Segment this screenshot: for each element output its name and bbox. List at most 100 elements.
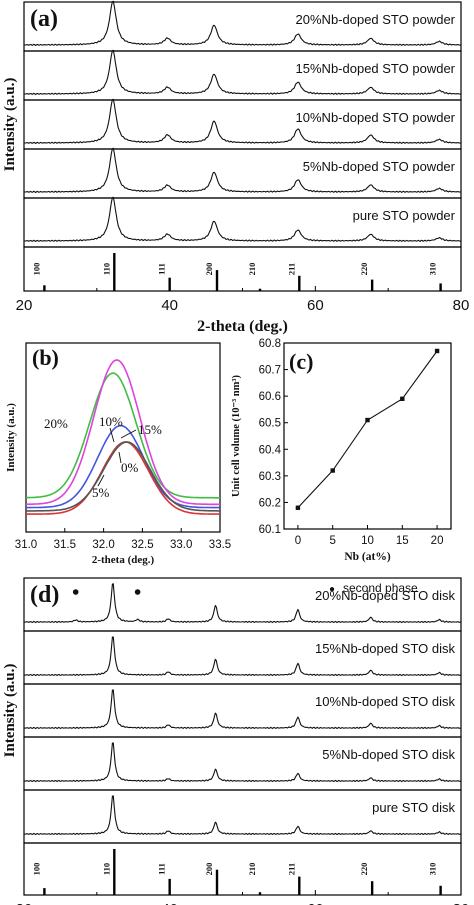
y-tick-label: 60.8 xyxy=(259,338,281,350)
series-label: pure STO disk xyxy=(372,800,455,815)
x-tick-label: 10 xyxy=(361,535,374,547)
x-tick-label: 20 xyxy=(16,297,33,314)
legend-label: second phase xyxy=(343,581,418,595)
x-tick-label: 31.0 xyxy=(15,539,37,551)
panel-c: 0 5 10 15 20 60.1 60.2 60.3 60.4 60.5 60.6 60.7 60.8… xyxy=(231,338,452,563)
x-tick-label: 33.0 xyxy=(170,539,192,551)
y-tick-label: 60.3 xyxy=(259,471,281,483)
y-tick-label: 60.1 xyxy=(259,524,281,536)
pattern-line xyxy=(23,49,462,96)
x-tick-label: 33.5 xyxy=(209,539,231,551)
reference-label: 211 xyxy=(286,863,296,875)
x-tick-label: 20 xyxy=(16,901,33,905)
reference-label: 310 xyxy=(428,863,438,876)
data-point xyxy=(365,417,370,423)
x-tick-label: 20 xyxy=(431,535,444,547)
x-tick-label: 0 xyxy=(295,535,301,547)
curve-label: 5% xyxy=(92,485,110,500)
series-label: 5%Nb-doped STO disk xyxy=(322,747,455,762)
curve-20% xyxy=(25,372,220,499)
x-tick-label: 32.5 xyxy=(131,539,153,551)
series-label: 20%Nb-doped STO powder xyxy=(296,12,456,27)
data-point xyxy=(434,348,440,354)
second-phase-marker xyxy=(134,589,141,595)
pattern-line xyxy=(23,689,462,730)
y-tick-label: 60.6 xyxy=(259,391,281,403)
x-axis-label: 2-theta (deg.) xyxy=(197,318,288,335)
plot-frame xyxy=(25,342,221,533)
reference-label: 220 xyxy=(359,863,369,876)
panel-label: (b) xyxy=(32,345,59,370)
y-axis-label: Unit cell volume (10⁻³ nm³) xyxy=(231,374,242,497)
reference-label: 100 xyxy=(31,263,41,276)
reference-label: 110 xyxy=(101,863,111,875)
y-tick-label: 60.7 xyxy=(259,365,281,377)
data-point xyxy=(295,505,301,510)
series-label: 10%Nb-doped STO powder xyxy=(296,110,456,125)
reference-label: 100 xyxy=(31,863,41,876)
curve-label: 15% xyxy=(138,422,162,437)
x-tick-label: 40 xyxy=(161,297,178,314)
panel-a: 20%Nb-doped STO powder 15%Nb-doped STO po… xyxy=(2,0,469,335)
pointer-line xyxy=(118,451,122,464)
reference-label: 211 xyxy=(286,263,296,275)
second-phase-marker xyxy=(72,589,79,595)
reference-label: 210 xyxy=(247,863,257,876)
curve-label: 10% xyxy=(99,414,123,429)
x-axis-label: 2-theta (deg.) xyxy=(92,554,155,566)
reference-label: 210 xyxy=(247,263,257,276)
reference-label: 310 xyxy=(428,263,438,276)
x-tick-label: 15 xyxy=(396,535,409,547)
series-label: 10%Nb-doped STO disk xyxy=(315,694,455,709)
series-label: 15%Nb-doped STO disk xyxy=(315,641,455,656)
x-tick-label: 80 xyxy=(453,901,470,905)
reference-label: 111 xyxy=(157,263,167,275)
data-point xyxy=(400,396,405,401)
curve-label: 20% xyxy=(44,416,68,431)
x-axis-label: Nb (at%) xyxy=(344,551,390,563)
x-tick-label: 5 xyxy=(330,535,336,547)
y-tick-label: 60.2 xyxy=(259,497,281,509)
subpanel-frame xyxy=(23,736,462,791)
panel-label: (a) xyxy=(30,6,58,32)
pattern-line xyxy=(23,795,462,836)
panel-b: 20% 15% 10% 5% 0% 31.0 31.5 32.0 32.5 33.0 33.5 2-t… xyxy=(5,342,231,566)
legend-marker: ● xyxy=(329,584,335,595)
pattern-line xyxy=(23,742,462,783)
reference-frame xyxy=(23,842,462,896)
series-label: pure STO powder xyxy=(353,208,456,223)
x-tick-label: 60 xyxy=(307,901,324,905)
reference-label: 200 xyxy=(204,263,214,276)
subpanel-frame xyxy=(23,630,462,685)
reference-label: 111 xyxy=(157,863,167,875)
curve-15% xyxy=(25,359,220,506)
reference-label: 220 xyxy=(359,263,369,276)
panel-d: 20%Nb-doped STO disk 15%Nb-doped STO disk… xyxy=(2,577,470,905)
data-point xyxy=(330,468,335,473)
data-line xyxy=(297,350,438,509)
x-tick-label: 40 xyxy=(161,901,178,905)
pointer-line xyxy=(109,427,115,443)
series-label: 5%Nb-doped STO powder xyxy=(303,159,456,174)
pattern-line xyxy=(23,98,462,145)
reference-frame xyxy=(23,246,462,292)
reference-label: 110 xyxy=(101,263,111,275)
y-axis-label: Intensity (a.u.) xyxy=(5,403,17,472)
subpanel-frame xyxy=(23,789,462,844)
series-label: 15%Nb-doped STO powder xyxy=(296,61,456,76)
pointer-line xyxy=(120,429,137,439)
x-tick-label: 32.0 xyxy=(92,539,114,551)
reference-label: 200 xyxy=(204,863,214,876)
curve-0% xyxy=(26,441,220,512)
curve-label: 0% xyxy=(121,460,139,475)
curve-10% xyxy=(26,424,220,509)
pointer-line xyxy=(97,474,105,487)
panel-label: (c) xyxy=(289,349,313,374)
x-tick-label: 60 xyxy=(307,297,324,314)
pattern-line xyxy=(23,636,462,677)
pattern-line xyxy=(23,0,462,47)
y-axis-label: Intensity (a.u.) xyxy=(2,78,18,172)
y-tick-label: 60.5 xyxy=(259,418,281,430)
y-tick-label: 60.4 xyxy=(259,444,282,456)
